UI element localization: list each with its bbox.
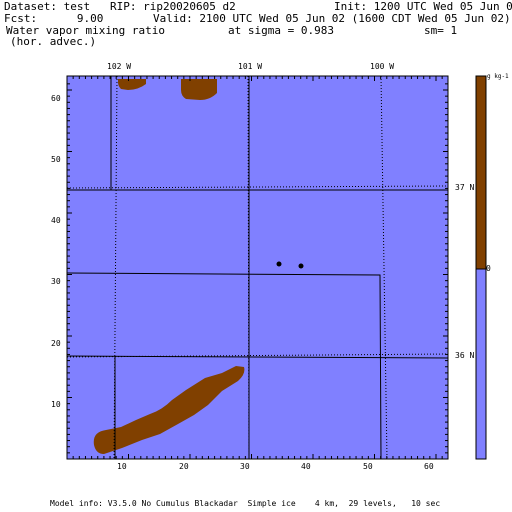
y-tick-label: 10	[51, 400, 61, 409]
field-subtitle: (hor. advec.)	[10, 35, 97, 48]
x-tick-label: 10	[117, 462, 127, 471]
lon-label-101w: 101 W	[238, 62, 263, 71]
lon-label-102w: 102 W	[107, 62, 132, 71]
sigma-level: at sigma = 0.983	[228, 24, 334, 37]
x-tick-label: 50	[363, 462, 373, 471]
station-dot-2	[298, 263, 304, 269]
dataset-label: Dataset: test RIP: rip20020605 d2	[4, 0, 236, 13]
forecast-hour: Fcst: 9.00	[4, 12, 104, 25]
field-name: Water vapor mixing ratio	[6, 24, 165, 37]
y-tick-label: 20	[51, 339, 61, 348]
x-tick-label: 20	[179, 462, 189, 471]
x-tick-label: 40	[301, 462, 311, 471]
colorbar-units-label: g kg-1	[487, 73, 509, 80]
model-info: Model info: V3.5.0 No Cumulus Blackadar …	[50, 499, 441, 508]
smoothing-label: sm= 1	[424, 24, 458, 37]
y-tick-label: 60	[51, 94, 61, 103]
init-time: Init: 1200 UTC Wed 05 Jun 02	[334, 0, 512, 13]
x-tick-label: 30	[240, 462, 250, 471]
y-tick-label: 40	[51, 216, 61, 225]
colorbar-zero	[475, 268, 487, 460]
y-tick-label: 30	[51, 277, 61, 286]
y-tick-label: 50	[51, 155, 61, 164]
moisture-band-southwest	[93, 366, 245, 454]
lon-label-100w: 100 W	[370, 62, 395, 71]
map-background	[67, 76, 448, 459]
moisture-blob-top-left	[118, 79, 146, 90]
moisture-blob-top-center	[181, 79, 217, 100]
lat-label-36n: 36 N	[455, 351, 475, 360]
x-tick-label: 60	[424, 462, 434, 471]
lat-label-37n: 37 N	[455, 183, 475, 192]
colorbar-zero-label: 0	[486, 264, 491, 273]
valid-time: Valid: 2100 UTC Wed 05 Jun 02 (1600 CDT …	[153, 12, 511, 25]
station-dot-1	[276, 261, 282, 267]
colorbar-positive	[475, 75, 487, 270]
